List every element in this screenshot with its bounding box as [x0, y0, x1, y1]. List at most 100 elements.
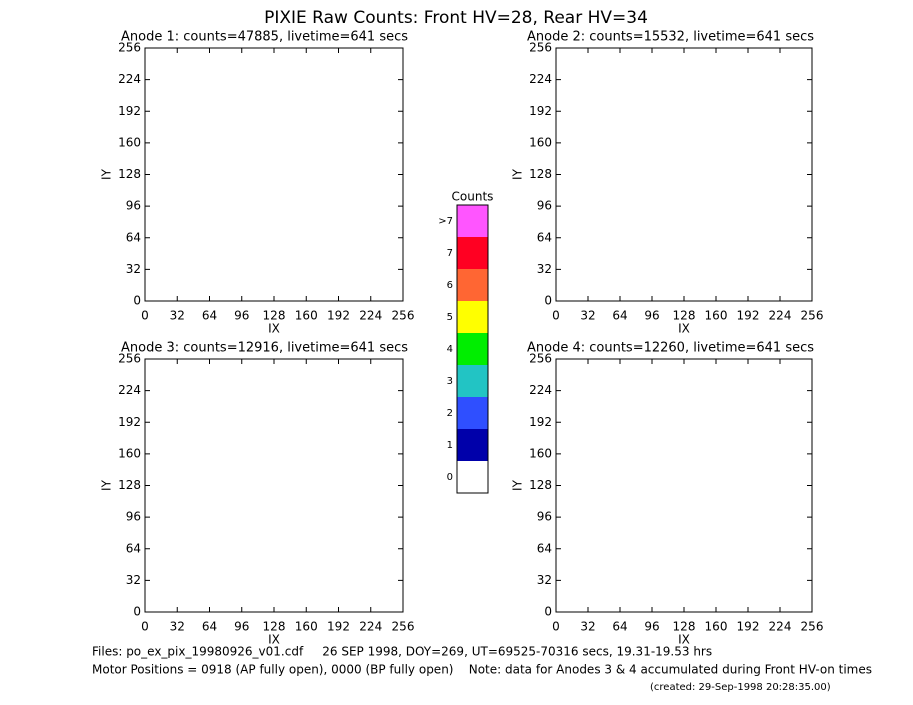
y-tick-label: 256: [529, 41, 552, 55]
plot-frame: [555, 358, 813, 613]
x-tick-label: 96: [234, 620, 249, 634]
y-tick-label: 32: [537, 262, 552, 276]
y-tick-label: 0: [544, 294, 552, 308]
x-tick-label: 128: [263, 309, 286, 323]
x-tick-label: 160: [295, 620, 318, 634]
y-tick-label: 128: [118, 478, 141, 492]
colorbar-label: 1: [447, 440, 453, 451]
y-tick-label: 0: [544, 605, 552, 619]
y-tick-label: 256: [118, 41, 141, 55]
panel-title: Anode 4: counts=12260, livetime=641 secs: [527, 341, 814, 356]
plot-frame: [555, 47, 813, 302]
y-tick-label: 96: [126, 199, 141, 213]
colorbar-segment: [457, 397, 488, 429]
x-tick-label: 64: [612, 309, 627, 323]
y-tick-label: 160: [118, 135, 141, 149]
x-tick-label: 256: [392, 309, 415, 323]
x-tick-label: 256: [392, 620, 415, 634]
y-tick-label: 64: [537, 230, 552, 244]
x-tick-label: 64: [612, 620, 627, 634]
y-tick-label: 160: [529, 135, 552, 149]
y-tick-label: 0: [133, 294, 141, 308]
x-tick-label: 224: [769, 309, 792, 323]
x-tick-label: 224: [359, 309, 382, 323]
x-tick-label: 128: [673, 309, 696, 323]
footer-line: Files: po_ex_pix_19980926_v01.cdf 26 SEP…: [92, 645, 712, 659]
x-tick-label: 128: [673, 620, 696, 634]
colorbar-label: 2: [447, 408, 453, 419]
y-tick-label: 32: [537, 573, 552, 587]
y-tick-label: 224: [118, 383, 141, 397]
y-axis-label: IY: [100, 168, 114, 180]
y-tick-label: 256: [529, 352, 552, 366]
colorbar-label: 0: [447, 472, 453, 483]
x-tick-label: 192: [327, 309, 350, 323]
y-tick-label: 64: [126, 230, 141, 244]
plot-frame: [144, 47, 404, 302]
colorbar-label: 5: [447, 312, 453, 323]
colorbar-segment: [457, 205, 488, 237]
y-axis-label: IY: [511, 168, 525, 180]
x-tick-label: 160: [705, 620, 728, 634]
colorbar-segment: [457, 429, 488, 461]
y-tick-label: 256: [118, 352, 141, 366]
x-tick-label: 192: [737, 620, 760, 634]
y-tick-label: 224: [118, 72, 141, 86]
x-tick-label: 160: [295, 309, 318, 323]
x-tick-label: 224: [769, 620, 792, 634]
figure-title: PIXIE Raw Counts: Front HV=28, Rear HV=3…: [264, 8, 648, 28]
x-tick-label: 32: [170, 309, 185, 323]
x-axis-label: IX: [678, 322, 690, 336]
x-tick-label: 32: [170, 620, 185, 634]
y-tick-label: 64: [537, 541, 552, 555]
y-tick-label: 96: [537, 510, 552, 524]
y-tick-label: 192: [118, 415, 141, 429]
colorbar-label: 3: [447, 376, 453, 387]
panel-title: Anode 3: counts=12916, livetime=641 secs: [121, 341, 408, 356]
y-tick-label: 96: [537, 199, 552, 213]
x-tick-label: 0: [552, 309, 560, 323]
colorbar-label: 4: [447, 344, 453, 355]
y-tick-label: 224: [529, 383, 552, 397]
x-tick-label: 0: [141, 309, 149, 323]
x-tick-label: 32: [580, 309, 595, 323]
y-tick-label: 160: [118, 446, 141, 460]
y-tick-label: 192: [529, 415, 552, 429]
y-tick-label: 128: [529, 167, 552, 181]
colorbar-label: >7: [438, 216, 453, 227]
y-tick-label: 128: [118, 167, 141, 181]
x-tick-label: 0: [552, 620, 560, 634]
footer-line: (created: 29-Sep-1998 20:28:35.00): [650, 682, 831, 693]
x-tick-label: 64: [202, 309, 217, 323]
y-tick-label: 64: [126, 541, 141, 555]
x-tick-label: 32: [580, 620, 595, 634]
x-axis-label: IX: [678, 633, 690, 647]
x-tick-label: 192: [737, 309, 760, 323]
colorbar-title: Counts: [452, 190, 494, 204]
x-tick-label: 64: [202, 620, 217, 634]
y-tick-label: 128: [529, 478, 552, 492]
x-tick-label: 224: [359, 620, 382, 634]
x-tick-label: 192: [327, 620, 350, 634]
y-tick-label: 32: [126, 262, 141, 276]
colorbar-segment: [457, 301, 488, 333]
panel-title: Anode 2: counts=15532, livetime=641 secs: [527, 30, 814, 45]
x-tick-label: 128: [263, 620, 286, 634]
colorbar-label: 7: [447, 248, 453, 259]
x-tick-label: 96: [644, 620, 659, 634]
colorbar-segment: [457, 237, 488, 269]
y-tick-label: 96: [126, 510, 141, 524]
x-axis-label: IX: [268, 633, 280, 647]
x-tick-label: 96: [234, 309, 249, 323]
y-tick-label: 32: [126, 573, 141, 587]
colorbar-segment: [457, 269, 488, 301]
y-tick-label: 192: [118, 104, 141, 118]
y-tick-label: 0: [133, 605, 141, 619]
y-tick-label: 160: [529, 446, 552, 460]
x-axis-label: IX: [268, 322, 280, 336]
panel-title: Anode 1: counts=47885, livetime=641 secs: [121, 30, 408, 45]
y-axis-label: IY: [100, 479, 114, 491]
x-tick-label: 256: [801, 309, 824, 323]
y-axis-label: IY: [511, 479, 525, 491]
